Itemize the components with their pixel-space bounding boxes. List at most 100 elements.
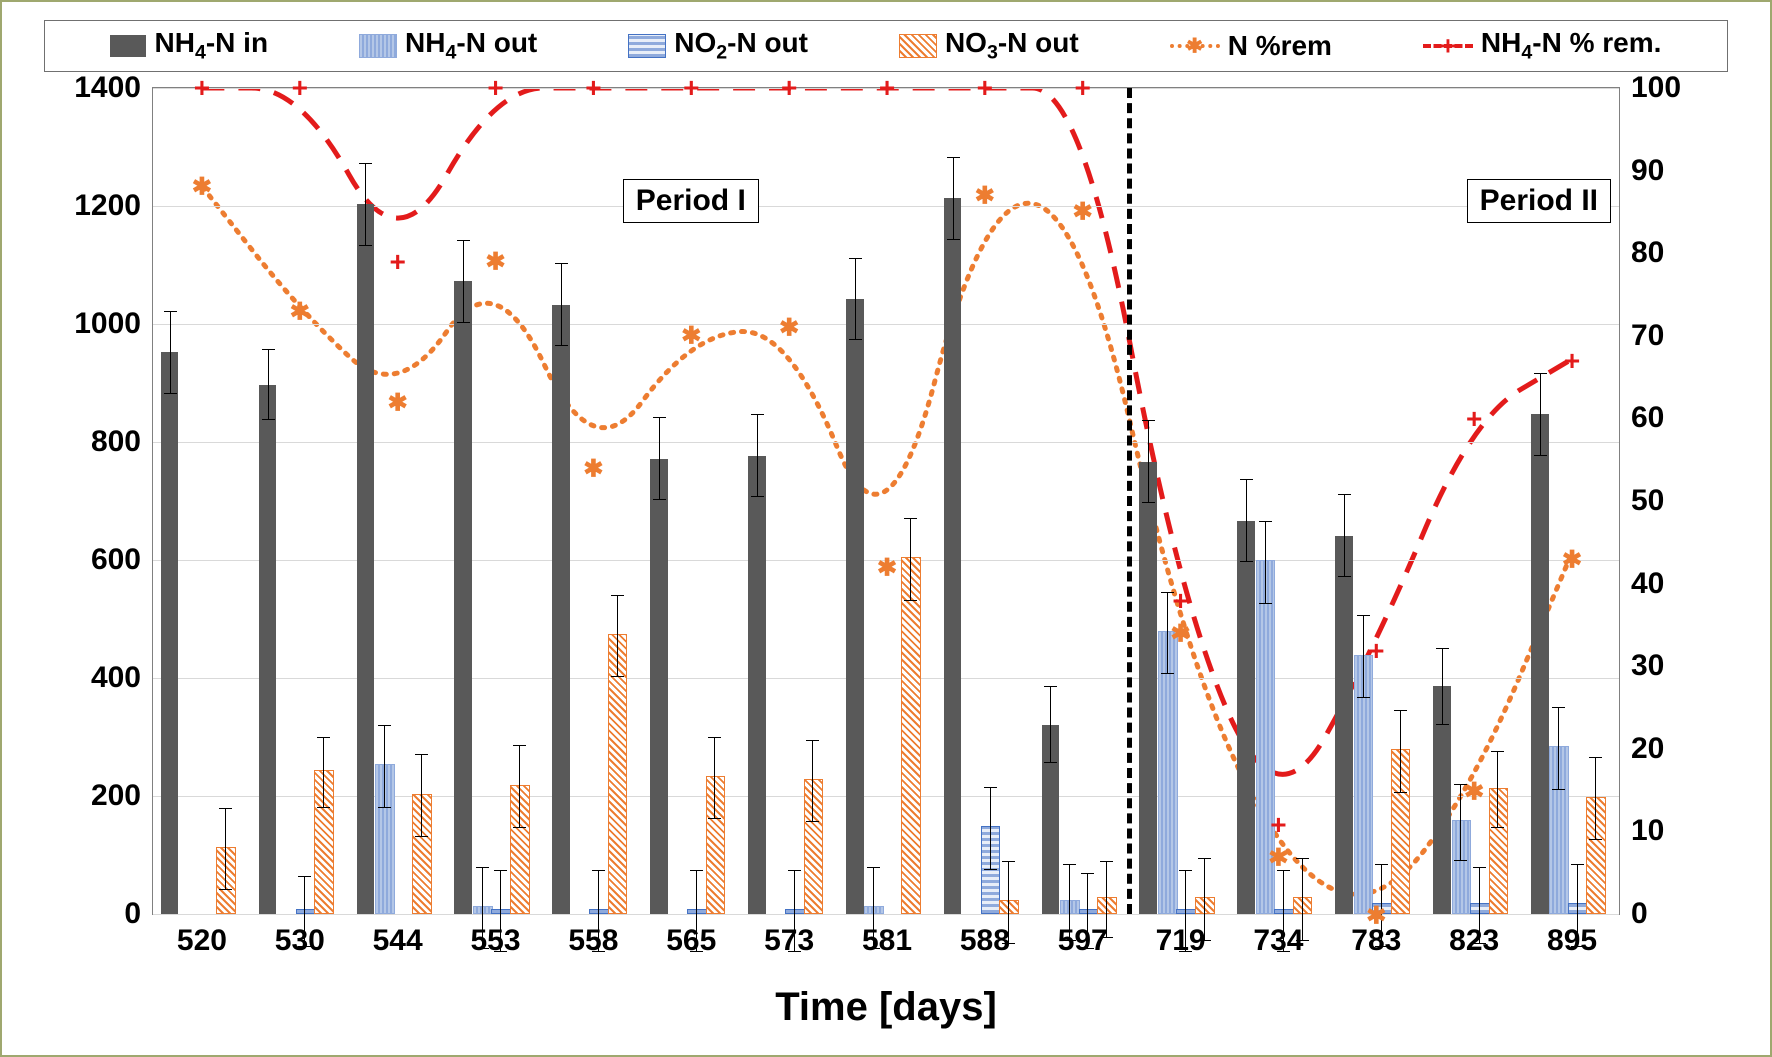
marker-nh4rem: + — [977, 72, 993, 104]
error-bar — [1167, 592, 1168, 675]
bar-no3out — [804, 779, 824, 914]
legend-label: NH4-N % rem. — [1481, 27, 1662, 65]
marker-nrem: ✱ — [1562, 545, 1582, 574]
x-axis-label: Time [days] — [775, 985, 997, 1030]
error-bar — [1185, 870, 1186, 953]
marker-nh4rem: + — [781, 72, 797, 104]
legend-swatch — [899, 34, 937, 58]
error-bar — [1442, 648, 1443, 725]
bar-nh4out — [864, 906, 884, 914]
legend-item-nrem: N %rem — [1170, 30, 1332, 62]
error-bar — [1363, 615, 1364, 698]
error-bar — [1069, 864, 1070, 941]
marker-nh4rem: + — [1075, 72, 1091, 104]
error-bar — [1265, 521, 1266, 604]
error-bar — [304, 876, 305, 947]
error-bar — [1050, 686, 1051, 763]
chart-legend: NH4-N in NH4-N out NO2-N out NO3-N out N… — [44, 20, 1728, 72]
legend-swatch — [110, 35, 146, 57]
y-tick-right: 30 — [1619, 649, 1664, 683]
marker-nrem: ✱ — [1464, 777, 1484, 806]
error-bar — [812, 740, 813, 823]
bar-no2out — [296, 909, 316, 914]
period-2-label: Period II — [1467, 179, 1611, 223]
error-bar — [1540, 373, 1541, 456]
error-bar — [1204, 858, 1205, 941]
marker-nrem: ✱ — [485, 247, 505, 276]
error-bar — [1400, 710, 1401, 793]
error-bar — [170, 311, 171, 394]
legend-item-nh4out: NH4-N out — [359, 27, 537, 65]
error-bar — [910, 518, 911, 601]
error-bar — [990, 787, 991, 870]
error-bar — [757, 414, 758, 497]
y-tick-right: 10 — [1619, 814, 1664, 848]
x-tick: 544 — [373, 914, 423, 958]
bar-no3out — [901, 557, 921, 914]
error-bar — [268, 349, 269, 420]
y-tick-left: 600 — [91, 543, 153, 577]
marker-nrem: ✱ — [1073, 198, 1093, 227]
marker-nh4rem: + — [487, 72, 503, 104]
marker-nh4rem: + — [389, 246, 405, 278]
error-bar — [1479, 867, 1480, 944]
bar-nh4in — [1139, 462, 1157, 914]
y-tick-left: 0 — [124, 897, 153, 931]
bar-nh4in — [1335, 536, 1353, 915]
bar-nh4in — [650, 459, 668, 914]
bar-nh4in — [944, 198, 962, 914]
bar-nh4in — [846, 299, 864, 914]
marker-nh4rem: + — [1270, 809, 1286, 841]
x-tick: 588 — [960, 914, 1010, 958]
error-bar — [598, 870, 599, 953]
bar-no3out — [1391, 749, 1411, 914]
bar-no2out — [1568, 903, 1588, 914]
x-tick: 823 — [1449, 914, 1499, 958]
y-tick-right: 90 — [1619, 154, 1664, 188]
error-bar — [421, 754, 422, 837]
error-bar — [714, 737, 715, 820]
y-tick-right: 50 — [1619, 484, 1664, 518]
y-tick-left: 400 — [91, 661, 153, 695]
marker-nrem: ✱ — [1366, 902, 1386, 931]
y-tick-right: 40 — [1619, 567, 1664, 601]
period-1-label: Period I — [623, 179, 759, 223]
bar-nh4out — [1060, 900, 1080, 914]
error-bar — [323, 737, 324, 808]
marker-nrem: ✱ — [583, 454, 603, 483]
error-bar — [500, 870, 501, 953]
error-bar — [1558, 707, 1559, 790]
marker-nh4rem: + — [1466, 403, 1482, 435]
bar-nh4in — [552, 305, 570, 914]
y-tick-left: 1400 — [74, 71, 153, 105]
x-tick: 520 — [177, 914, 227, 958]
marker-nh4rem: + — [1564, 345, 1580, 377]
legend-swatch — [1423, 35, 1473, 57]
marker-nh4rem: + — [194, 72, 210, 104]
y-tick-right: 70 — [1619, 319, 1664, 353]
marker-nh4rem: + — [292, 72, 308, 104]
error-bar — [1344, 494, 1345, 577]
bar-no2out — [687, 909, 707, 914]
bar-no3out — [1586, 797, 1606, 914]
chart-container: NH4-N in NH4-N out NO2-N out NO3-N out N… — [0, 0, 1772, 1057]
bar-nh4in — [1237, 521, 1255, 914]
error-bar — [1008, 861, 1009, 944]
legend-item-nh4in: NH4-N in — [110, 27, 268, 65]
error-bar — [794, 870, 795, 953]
legend-label: NH4-N out — [405, 27, 537, 65]
error-bar — [953, 157, 954, 240]
bar-no2out — [491, 909, 511, 914]
y-tick-left: 200 — [91, 779, 153, 813]
marker-nrem: ✱ — [681, 322, 701, 351]
marker-nrem: ✱ — [1171, 620, 1191, 649]
legend-swatch — [1170, 35, 1220, 57]
legend-item-nh4rem: NH4-N % rem. — [1423, 27, 1662, 65]
error-bar — [873, 867, 874, 950]
error-bar — [617, 595, 618, 678]
error-bar — [696, 870, 697, 953]
marker-nh4rem: + — [1172, 585, 1188, 617]
error-bar — [1302, 858, 1303, 941]
error-bar — [1246, 479, 1247, 562]
marker-nrem: ✱ — [290, 297, 310, 326]
